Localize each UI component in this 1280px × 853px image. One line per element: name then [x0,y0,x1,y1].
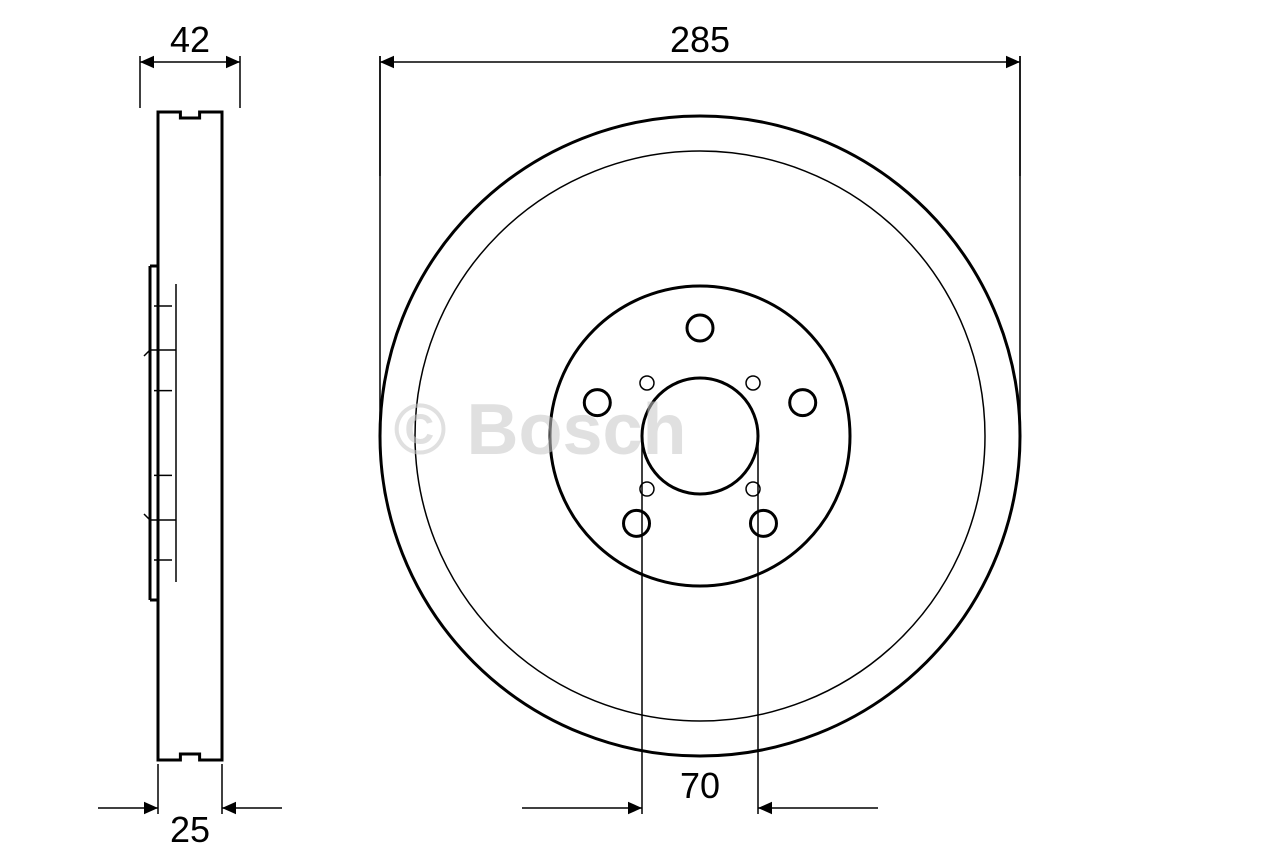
dim-overall-width: 42 [140,19,240,68]
dim-outer-diameter: 285 [380,19,1020,68]
side-view: 42 25 [98,19,282,850]
dim-disc-thickness: 25 [98,802,282,850]
dim-bore-diameter-label: 70 [680,765,720,806]
dim-bore-diameter: 70 [522,765,878,814]
dim-disc-thickness-label: 25 [170,809,210,850]
watermark-text: © Bosch [393,390,686,470]
dim-overall-width-label: 42 [170,19,210,60]
technical-drawing: 42 25 285 70 © Bosch [0,0,1280,853]
dim-outer-diameter-label: 285 [670,19,730,60]
